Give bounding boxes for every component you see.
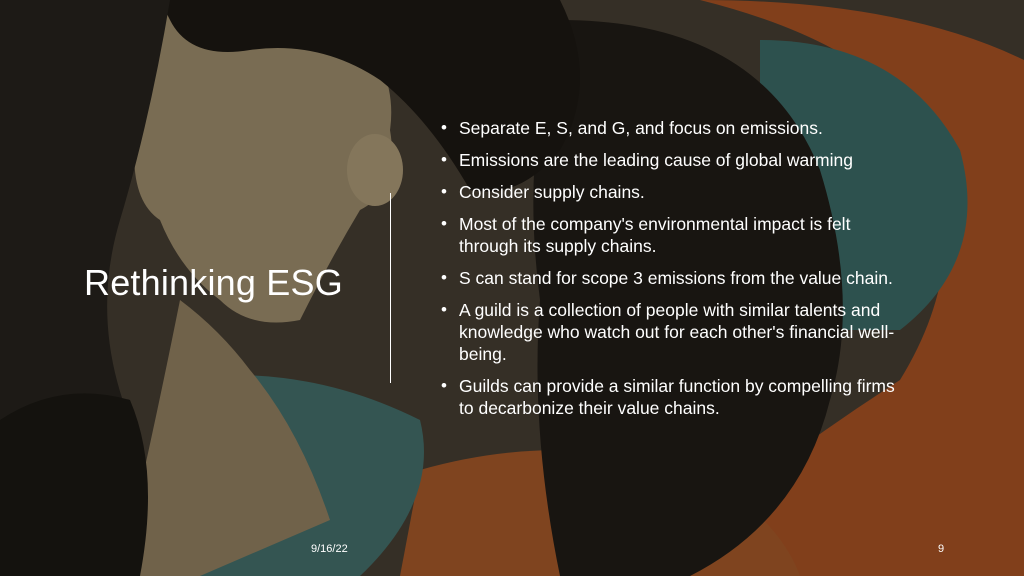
bullet-icon: • — [441, 181, 447, 203]
bullet-text: Emissions are the leading cause of globa… — [459, 150, 853, 170]
bullet-text: Guilds can provide a similar function by… — [459, 376, 895, 418]
bullet-item: • S can stand for scope 3 emissions from … — [441, 267, 911, 289]
bullet-item: • Separate E, S, and G, and focus on emis… — [441, 117, 911, 139]
bullet-item: • A guild is a collection of people with … — [441, 299, 911, 365]
page-number: 9 — [938, 543, 944, 555]
bullet-text: Separate E, S, and G, and focus on emiss… — [459, 118, 823, 138]
bullet-text: Consider supply chains. — [459, 182, 645, 202]
bullet-icon: • — [441, 117, 447, 139]
bullet-icon: • — [441, 149, 447, 171]
bullet-icon: • — [441, 213, 447, 235]
bullet-item: • Emissions are the leading cause of glob… — [441, 149, 911, 171]
bullet-item: • Consider supply chains. — [441, 181, 911, 203]
bullet-list: • Separate E, S, and G, and focus on emis… — [441, 117, 911, 429]
vertical-divider — [390, 193, 391, 383]
bullet-item: • Guilds can provide a similar function b… — [441, 375, 911, 419]
footer-date: 9/16/22 — [311, 543, 348, 555]
slide-title: Rethinking ESG — [84, 262, 343, 304]
bullet-text: S can stand for scope 3 emissions from t… — [459, 268, 893, 288]
bullet-icon: • — [441, 267, 447, 289]
bullet-icon: • — [441, 299, 447, 321]
bullet-text: Most of the company's environmental impa… — [459, 214, 850, 256]
bullet-icon: • — [441, 375, 447, 397]
bullet-text: A guild is a collection of people with s… — [459, 300, 894, 364]
bullet-item: • Most of the company's environmental imp… — [441, 213, 911, 257]
